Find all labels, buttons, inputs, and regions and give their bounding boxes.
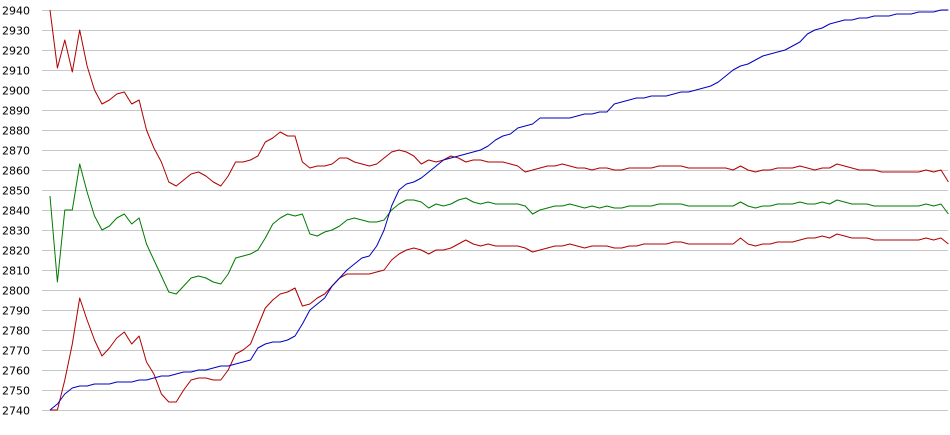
series-line-1	[49, 9, 949, 187]
y-tick-label: 2750	[2, 385, 30, 398]
y-tick-label: 2770	[2, 345, 30, 358]
y-tick-label: 2870	[2, 145, 30, 158]
y-tick-label: 2850	[2, 185, 30, 198]
series-line-4	[49, 9, 949, 411]
y-tick-label: 2780	[2, 325, 30, 338]
y-tick-label: 2740	[2, 405, 30, 418]
gridlines	[42, 10, 948, 411]
y-tick-label: 2840	[2, 205, 30, 218]
y-tick-label: 2760	[2, 365, 30, 378]
y-tick-label: 2910	[2, 65, 30, 78]
y-tick-label: 2790	[2, 305, 30, 318]
y-tick-label: 2820	[2, 245, 30, 258]
y-tick-label: 2810	[2, 265, 30, 278]
series-line-3	[50, 233, 949, 411]
y-tick-label: 2900	[2, 85, 30, 98]
y-tick-label: 2860	[2, 165, 30, 178]
series-lines	[49, 9, 949, 411]
series-line-2	[49, 163, 949, 295]
y-tick-label: 2930	[2, 25, 30, 38]
y-tick-label: 2920	[2, 45, 30, 58]
y-axis-tick-labels: 2740 2750 2760 2770 2780 2790 2800 2810 2820 2830…	[2, 5, 30, 418]
y-tick-label: 2800	[2, 285, 30, 298]
y-tick-label: 2830	[2, 225, 30, 238]
y-tick-label: 2940	[2, 5, 30, 18]
y-tick-label: 2880	[2, 125, 30, 138]
y-tick-label: 2890	[2, 105, 30, 118]
